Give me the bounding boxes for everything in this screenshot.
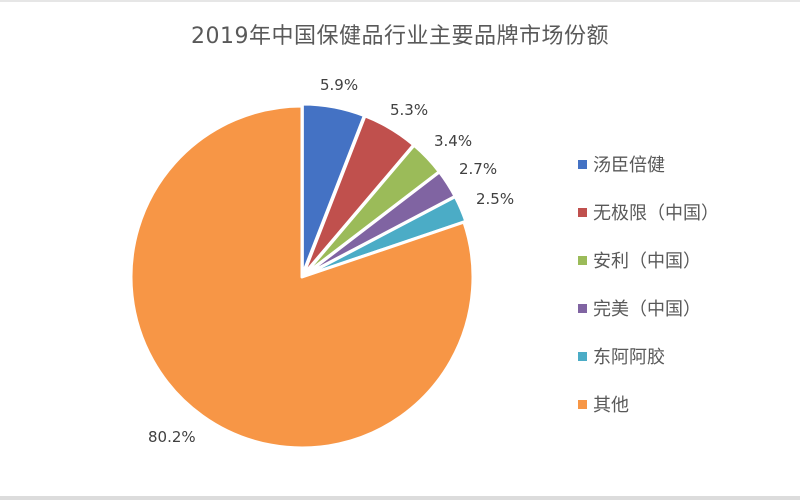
legend-item-dong-e-ejiao: 东阿阿胶 — [578, 332, 719, 380]
legend-item-perfect: 完美（中国） — [578, 284, 719, 332]
legend-label: 其他 — [593, 395, 629, 416]
legend: 汤臣倍健 无极限（中国） 安利（中国） 完美（中国） 东阿阿胶 其他 — [578, 140, 719, 428]
legend-item-amway: 安利（中国） — [578, 236, 719, 284]
data-label: 2.5% — [476, 190, 515, 208]
legend-swatch-icon — [578, 207, 587, 217]
pie-slice-5 — [129, 104, 475, 450]
data-label: 3.4% — [434, 132, 473, 150]
data-label: 5.3% — [390, 101, 429, 119]
legend-label: 东阿阿胶 — [593, 347, 665, 368]
legend-label: 完美（中国） — [593, 299, 701, 320]
legend-swatch-icon — [578, 159, 587, 169]
legend-swatch-icon — [578, 351, 587, 361]
legend-swatch-icon — [578, 255, 587, 265]
pie-slice-4 — [302, 195, 468, 278]
data-label: 2.7% — [459, 160, 498, 178]
data-label: 5.9% — [320, 76, 359, 94]
chart-title: 2019年中国保健品行业主要品牌市场份额 — [191, 24, 609, 49]
legend-item-other: 其他 — [578, 380, 719, 428]
legend-label: 无极限（中国） — [593, 203, 719, 224]
legend-label: 安利（中国） — [593, 251, 701, 272]
legend-swatch-icon — [578, 303, 587, 313]
legend-item-tangchenbeijian: 汤臣倍健 — [578, 140, 719, 188]
legend-label: 汤臣倍健 — [593, 155, 665, 176]
legend-swatch-icon — [578, 399, 587, 409]
legend-item-infinitus: 无极限（中国） — [578, 188, 719, 236]
data-label: 80.2% — [148, 428, 196, 446]
